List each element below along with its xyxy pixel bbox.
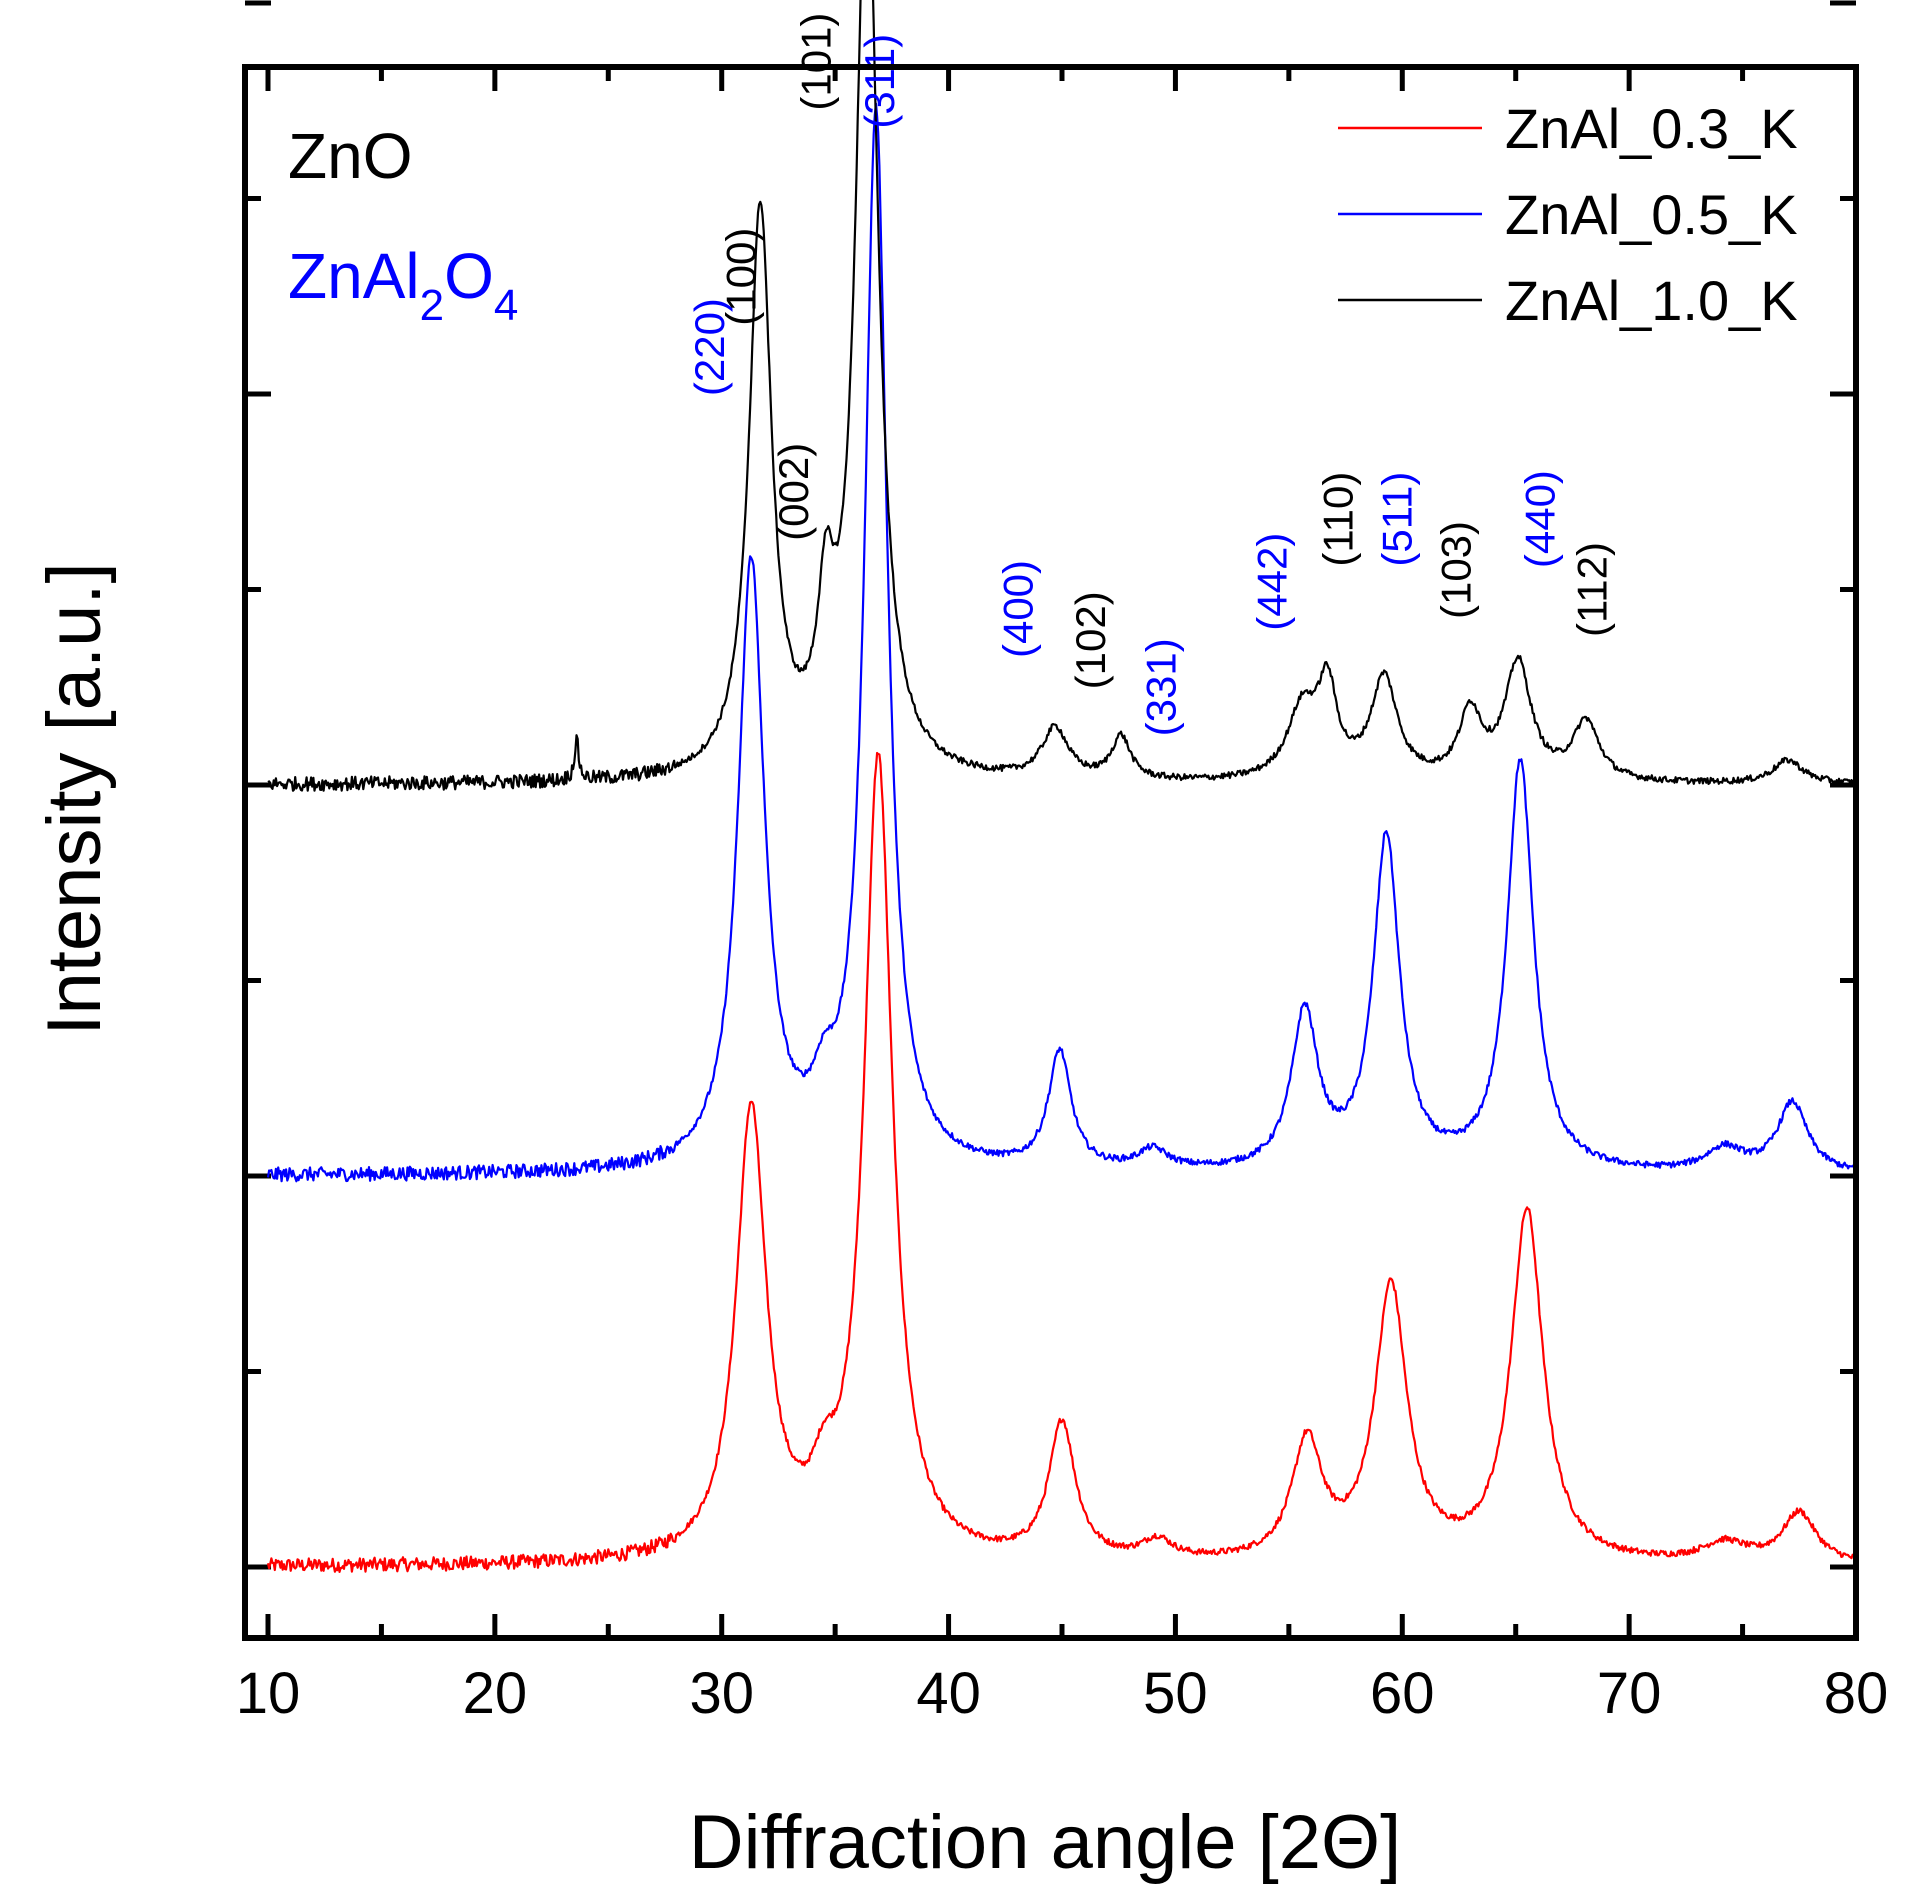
peak-label-102: (102) [1067, 591, 1114, 689]
legend-label: ZnAl_0.3_K [1505, 97, 1798, 160]
peak-label-511: (511) [1373, 472, 1420, 567]
peak-label-110: (110) [1314, 472, 1361, 567]
x-tick-label: 70 [1597, 1661, 1662, 1726]
x-tick-label: 80 [1824, 1661, 1889, 1726]
x-tick-labels: 10 20 30 40 50 60 70 80 [236, 1661, 1889, 1726]
series-line-znal-0-3-k [266, 751, 1857, 1574]
peak-label-101: (101) [793, 13, 840, 111]
peak-label-442: (442) [1249, 533, 1296, 631]
plot-frame [242, 64, 1859, 1641]
y-axis-label: Intensity [a.u.] [32, 562, 117, 1035]
x-tick-label: 20 [463, 1661, 528, 1726]
series-line-znal-0-5-k [266, 102, 1857, 1183]
plot-series [266, 0, 1858, 1574]
peak-label-311: (311) [856, 34, 903, 129]
peak-label-440: (440) [1516, 470, 1563, 568]
series-line-znal-1-0-k [267, 0, 1858, 792]
x-tick-label: 60 [1370, 1661, 1435, 1726]
legend-label: ZnAl_0.5_K [1505, 183, 1798, 246]
phase-label-znal2o4: ZnAl2O4 [288, 240, 518, 330]
peak-label-100: (100) [718, 228, 765, 326]
peak-label-112: (112) [1569, 542, 1616, 637]
peak-label-103: (103) [1432, 521, 1479, 619]
x-axis-label: Diffraction angle [2Θ] [689, 1800, 1402, 1885]
peak-annotations: (220)(100) (002) (101) (311) (400) (102) (331)… [686, 13, 1616, 737]
legend-label: ZnAl_1.0_K [1505, 269, 1798, 332]
phase-label-zno: ZnO [288, 120, 412, 192]
legend: ZnAl_0.3_K ZnAl_0.5_K ZnAl_1.0_K [1338, 97, 1798, 332]
x-tick-label: 40 [916, 1661, 981, 1726]
x-tick-label: 30 [689, 1661, 754, 1726]
x-tick-label: 10 [236, 1661, 301, 1726]
x-tick-label: 50 [1143, 1661, 1208, 1726]
peak-label-331: (331) [1137, 638, 1184, 736]
peak-label-002: (002) [770, 443, 817, 541]
peak-label-400: (400) [995, 560, 1042, 658]
peak-label-220: (220) [686, 298, 733, 396]
